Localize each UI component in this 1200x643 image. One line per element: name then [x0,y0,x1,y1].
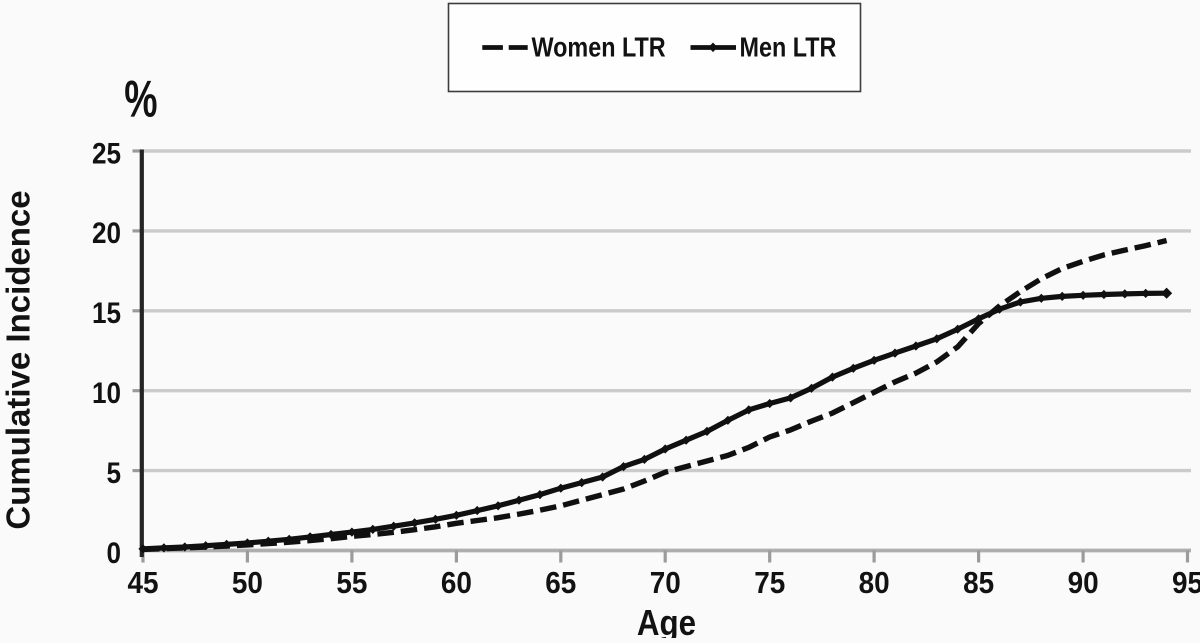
svg-text:80: 80 [859,566,890,601]
svg-text:50: 50 [232,566,263,601]
svg-text:75: 75 [754,566,785,601]
svg-text:Cumulative Incidence: Cumulative Incidence [0,190,37,529]
svg-text:Men LTR: Men LTR [740,33,837,63]
svg-text:20: 20 [92,217,121,250]
svg-text:65: 65 [545,566,576,601]
svg-text:90: 90 [1068,566,1099,601]
svg-text:60: 60 [441,566,472,601]
svg-text:70: 70 [650,566,681,601]
svg-text:95: 95 [1172,566,1200,601]
svg-text:10: 10 [92,376,121,409]
svg-text:%: % [124,69,157,128]
svg-text:45: 45 [127,566,158,601]
svg-text:Women LTR: Women LTR [532,33,666,63]
svg-text:Age: Age [637,603,696,638]
svg-text:15: 15 [92,296,121,329]
svg-text:25: 25 [92,137,121,170]
svg-text:55: 55 [336,566,367,601]
svg-text:5: 5 [106,456,121,489]
svg-text:0: 0 [106,536,121,569]
svg-text:85: 85 [963,566,994,601]
